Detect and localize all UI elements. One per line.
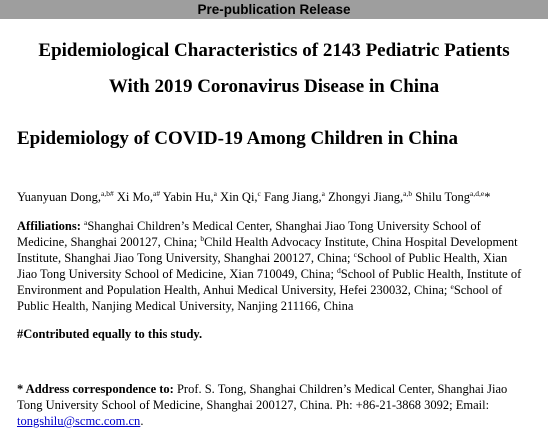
correspondence-label: * Address correspondence to: [17,382,174,396]
affiliation-marker: a [84,218,88,227]
affiliations-label: Affiliations: [17,219,81,233]
author-name: Shilu Tong [415,190,471,204]
affiliation-text: School of Public Health, Institute of En… [17,267,522,297]
author-list: Yuanyuan Dong,a,b# Xi Mo,a# Yabin Hu,a X… [17,190,490,205]
email-link[interactable]: tongshilu@scmc.com.cn [17,414,141,428]
author-affiliation-marker: a [321,189,325,198]
correspondence-end: . [140,414,144,428]
correspondence-block: * Address correspondence to: Prof. S. To… [17,381,522,429]
affiliation-text: Shanghai Children’s Medical Center, Shan… [17,219,481,249]
affiliation-marker: e [450,282,454,291]
affiliation-text: Child Health Advocacy Institute, China H… [17,235,518,265]
author-affiliation-marker: c [257,189,261,198]
corresponding-author-marker: * [484,190,491,204]
paper-title-line-1: Epidemiological Characteristics of 2143 … [38,40,510,61]
pre-publication-banner: Pre-publication Release [0,0,548,19]
affiliation-text: School of Public Health, Xian Jiao Tong … [17,251,508,281]
author-name: Yabin Hu, [162,190,214,204]
author-affiliation-marker: a,d,e [470,189,485,198]
author-name: Xin Qi, [220,190,258,204]
affiliation-text: School of Public Health, Nanjing Medical… [17,283,503,313]
running-title: Epidemiology of COVID-19 Among Children … [17,128,458,149]
author-name: Yuanyuan Dong, [17,190,102,204]
author-name: Fang Jiang, [264,190,322,204]
author-name: Xi Mo, [116,190,153,204]
affiliation-marker: d [337,266,341,275]
banner-text: Pre-publication Release [197,2,351,17]
correspondence-text: Prof. S. Tong, Shanghai Children’s Medic… [17,382,508,412]
paper-title-line-2: With 2019 Coronavirus Disease in China [108,76,440,97]
author-affiliation-marker: a [213,189,217,198]
affiliations-block: Affiliations: aShanghai Children’s Medic… [17,218,522,314]
affiliation-marker: b [200,234,205,243]
author-affiliation-marker: a# [152,189,161,198]
contribution-note: #Contributed equally to this study. [17,327,203,341]
author-name: Zhongyi Jiang, [328,190,404,204]
author-affiliation-marker: a,b [403,189,413,198]
affiliation-marker: c [353,250,357,259]
author-affiliation-marker: a,b# [101,189,114,198]
